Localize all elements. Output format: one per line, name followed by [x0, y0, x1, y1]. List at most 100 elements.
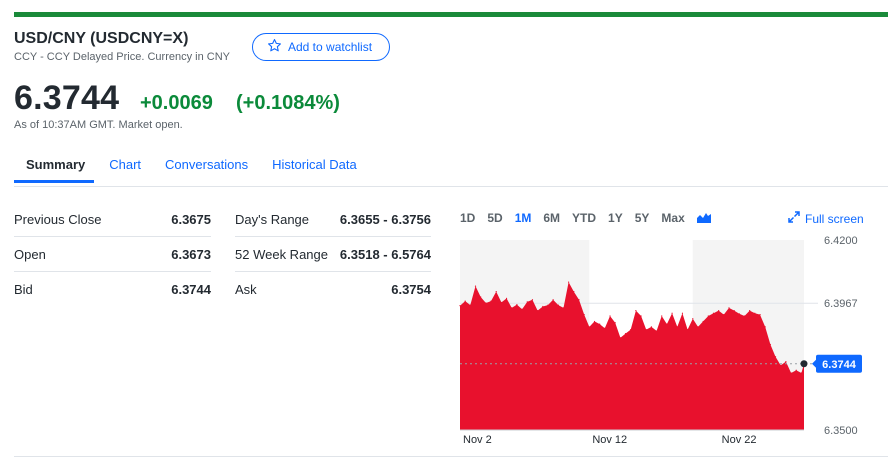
- chart-data-point: [469, 304, 471, 306]
- chart-data-point: [604, 327, 606, 329]
- chart-data-point: [702, 320, 704, 323]
- chart-data-point: [485, 302, 487, 304]
- range-5d[interactable]: 5D: [487, 211, 503, 225]
- full-screen-label: Full screen: [805, 211, 864, 226]
- tab-historical-data[interactable]: Historical Data: [272, 157, 357, 172]
- range-max[interactable]: Max: [661, 211, 685, 225]
- chart-data-point: [640, 315, 642, 317]
- chart-data-point: [697, 326, 699, 328]
- chart-range-selector: 1D 5D 1M 6M YTD 1Y 5Y Max: [460, 211, 711, 226]
- range-1d[interactable]: 1D: [460, 211, 476, 225]
- chart-data-point: [573, 290, 575, 293]
- page-title: USD/CNY (USDCNY=X): [14, 30, 189, 47]
- chart-data-point: [676, 326, 678, 328]
- chart-data-point: [718, 309, 720, 312]
- tab-summary[interactable]: Summary: [26, 157, 86, 172]
- chart-data-point: [531, 299, 534, 301]
- chart-data-point: [780, 364, 782, 366]
- chart-type-icon[interactable]: [696, 211, 711, 226]
- tabs-divider: [14, 186, 888, 187]
- add-to-watchlist-button[interactable]: Add to watchlist: [252, 33, 390, 61]
- chart-data-point: [505, 297, 508, 299]
- chart-data-point: [557, 304, 559, 306]
- chart-data-point: [728, 307, 730, 309]
- chart-current-value-badge-pointer: [812, 359, 816, 368]
- chart-data-point: [464, 300, 466, 302]
- chart-data-point: [511, 307, 513, 309]
- chart-data-point: [655, 330, 658, 332]
- stat-label: Ask: [235, 282, 257, 297]
- stat-row-previous-close: Previous Close 6.3675: [14, 202, 211, 237]
- stat-label: Open: [14, 246, 46, 262]
- current-price: 6.3744: [14, 79, 120, 117]
- active-tab-indicator: [14, 180, 94, 183]
- chart-data-point: [687, 328, 689, 331]
- chart-current-value-label: 6.3744: [822, 359, 857, 371]
- chart-data-point: [547, 304, 549, 306]
- chart-data-point: [583, 314, 585, 316]
- chart-data-point: [500, 301, 502, 304]
- stat-row-open: Open 6.3673: [14, 237, 211, 272]
- chart-x-tick-label: Nov 12: [592, 434, 627, 446]
- chart-data-point: [562, 307, 565, 309]
- quote-tabs: Summary Chart Conversations Historical D…: [14, 157, 357, 172]
- chart-data-point: [552, 299, 554, 301]
- chart-data-point: [666, 323, 668, 325]
- chart-data-point: [536, 309, 539, 312]
- tab-conversations[interactable]: Conversations: [165, 157, 249, 172]
- expand-icon: [788, 211, 800, 226]
- chart-data-point: [490, 300, 492, 302]
- market-status-timestamp: As of 10:37AM GMT. Market open.: [14, 119, 183, 131]
- chart-data-point: [588, 326, 590, 328]
- chart-x-tick-label: Nov 2: [463, 434, 492, 446]
- chart-data-point: [764, 326, 766, 328]
- stat-row-52-week-range: 52 Week Range 6.3518 - 6.5764: [235, 237, 431, 272]
- chart-data-point: [785, 361, 787, 363]
- chart-data-point: [743, 315, 746, 317]
- bottom-divider: [14, 456, 888, 457]
- range-5y[interactable]: 5Y: [634, 211, 650, 225]
- chart-data-point: [707, 315, 709, 317]
- stat-label: 52 Week Range: [235, 246, 328, 262]
- range-1y[interactable]: 1Y: [608, 211, 623, 225]
- chart-data-point: [681, 312, 684, 314]
- range-1m[interactable]: 1M: [514, 211, 532, 225]
- range-6m[interactable]: 6M: [543, 211, 561, 225]
- add-to-watchlist-label: Add to watchlist: [288, 40, 373, 54]
- stat-label: Previous Close: [14, 211, 102, 227]
- chart-data-point: [661, 315, 663, 317]
- chart-data-point: [619, 337, 621, 339]
- quote-source-subtitle: CCY - CCY Delayed Price. Currency in CNY: [14, 51, 230, 63]
- tab-chart[interactable]: Chart: [109, 157, 142, 172]
- chart-series-area: [460, 282, 804, 430]
- chart-data-point: [599, 323, 601, 325]
- stat-value: 6.3754: [391, 282, 431, 297]
- chart-data-point: [495, 290, 497, 293]
- chart-data-point: [723, 314, 725, 316]
- chart-current-value-dot: [800, 360, 808, 368]
- chart-data-point: [790, 372, 792, 374]
- chart-data-point: [624, 333, 627, 335]
- chart-data-point: [542, 305, 544, 308]
- chart-data-point: [614, 322, 616, 324]
- chart-data-point: [635, 309, 637, 312]
- chart-data-point: [650, 326, 652, 328]
- brand-accent-bar: [14, 12, 888, 17]
- stat-value: 6.3518 - 6.5764: [339, 246, 431, 262]
- chart-data-point: [459, 305, 461, 307]
- stat-row-ask: Ask 6.3754: [235, 272, 431, 307]
- chart-data-point: [774, 356, 777, 358]
- stat-row-bid: Bid 6.3744: [14, 272, 211, 307]
- chart-y-tick-label: 6.3500: [824, 425, 858, 437]
- price-change-percent: (+0.1084%): [236, 92, 340, 114]
- chart-data-point: [593, 320, 596, 323]
- full-screen-button[interactable]: Full screen: [788, 211, 864, 226]
- chart-data-point: [480, 296, 482, 298]
- range-ytd[interactable]: YTD: [572, 211, 597, 225]
- price-change: +0.0069: [140, 92, 213, 114]
- chart-y-tick-label: 6.4200: [824, 235, 858, 247]
- chart-data-point: [630, 328, 632, 331]
- chart-data-point: [769, 343, 771, 346]
- chart-data-point: [609, 315, 611, 317]
